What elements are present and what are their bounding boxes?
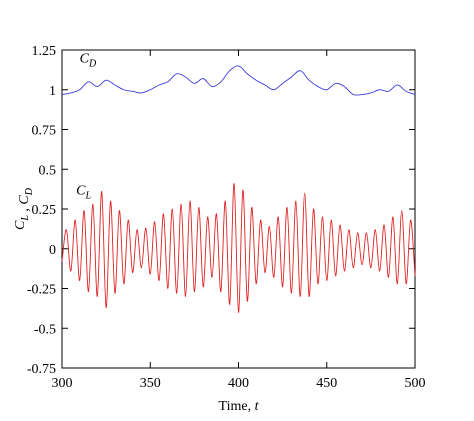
y-tick-label: 1.25 [32,44,57,59]
x-tick-label: 300 [52,376,73,391]
x-label-part: t [255,399,260,414]
y-tick-label: -0.75 [27,362,56,377]
symbol: C [17,195,32,205]
x-tick-label: 400 [228,376,249,391]
x-tick-label: 500 [405,376,426,391]
x-label-part: Time, [219,399,255,414]
subscript: L [20,215,31,222]
annotation: CD [80,52,97,70]
subscript: D [88,59,97,70]
y-tick-label: -0.5 [34,322,56,337]
x-axis-label: Time, t [219,399,260,414]
y-tick-label: 0 [49,243,56,258]
x-tick-label: 350 [140,376,161,391]
y-tick-label: 0.75 [32,124,57,139]
x-tick-label: 450 [316,376,337,391]
symbol: C [13,220,28,230]
annotation: CL [76,184,91,202]
y-axis-label: CL , CD [13,187,35,230]
symbol: C [80,52,90,67]
symbol: , [17,205,32,216]
y-tick-label: 0.5 [39,163,57,178]
subscript: L [84,191,91,202]
plot-frame [61,49,416,369]
y-tick-label: 1 [49,84,56,99]
y-tick-label: -0.25 [27,283,56,298]
data-line [61,65,416,96]
y-tick-label: 0.25 [32,203,57,218]
data-line [61,183,416,313]
subscript: D [24,187,35,196]
symbol: C [76,184,86,199]
